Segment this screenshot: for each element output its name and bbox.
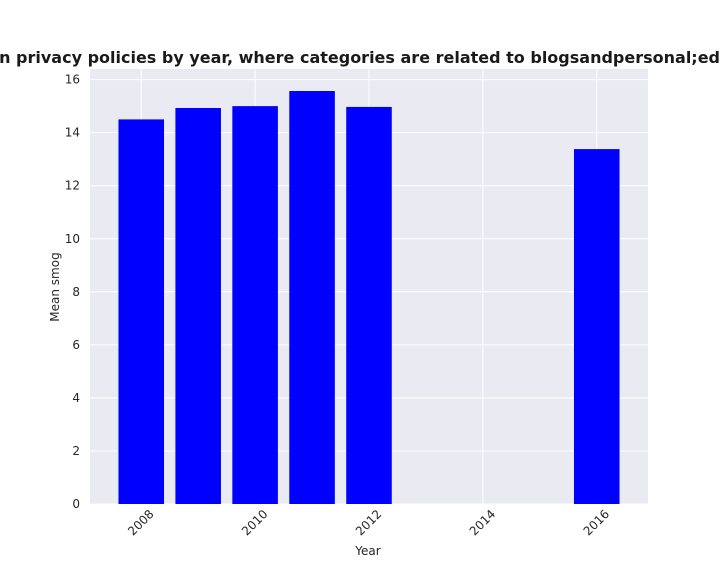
x-tick-label: 2008: [125, 507, 156, 538]
y-tick-label: 2: [72, 444, 80, 458]
x-tick-label: 2012: [353, 507, 384, 538]
x-tick-label: 2014: [467, 507, 498, 538]
x-tick-label: 2016: [581, 507, 612, 538]
y-tick-label: 4: [72, 391, 80, 405]
y-tick-label: 8: [72, 285, 80, 299]
y-tick-label: 16: [65, 73, 80, 87]
y-tick-labels: 0 2 4 6 8 10 12 14 16: [65, 73, 80, 511]
y-tick-label: 12: [65, 179, 80, 193]
x-axis-label: Year: [354, 544, 380, 558]
bar-2011: [289, 91, 335, 504]
bar-2010: [232, 106, 278, 504]
x-tick-label: 2010: [239, 507, 270, 538]
bar-2008: [118, 119, 165, 505]
chart-title: Mean smog in privacy policies by year, w…: [0, 48, 720, 67]
bars: [118, 91, 620, 505]
y-axis-label: Mean smog: [48, 252, 62, 321]
x-tick-labels: 2008 2010 2012 2014 2016: [125, 507, 612, 538]
bar-2009: [175, 107, 221, 505]
y-tick-label: 0: [72, 497, 80, 511]
bar-2012: [346, 106, 392, 505]
y-tick-label: 14: [65, 126, 80, 140]
bar-2016: [573, 149, 620, 505]
y-tick-label: 10: [65, 232, 80, 246]
y-tick-label: 6: [72, 338, 80, 352]
